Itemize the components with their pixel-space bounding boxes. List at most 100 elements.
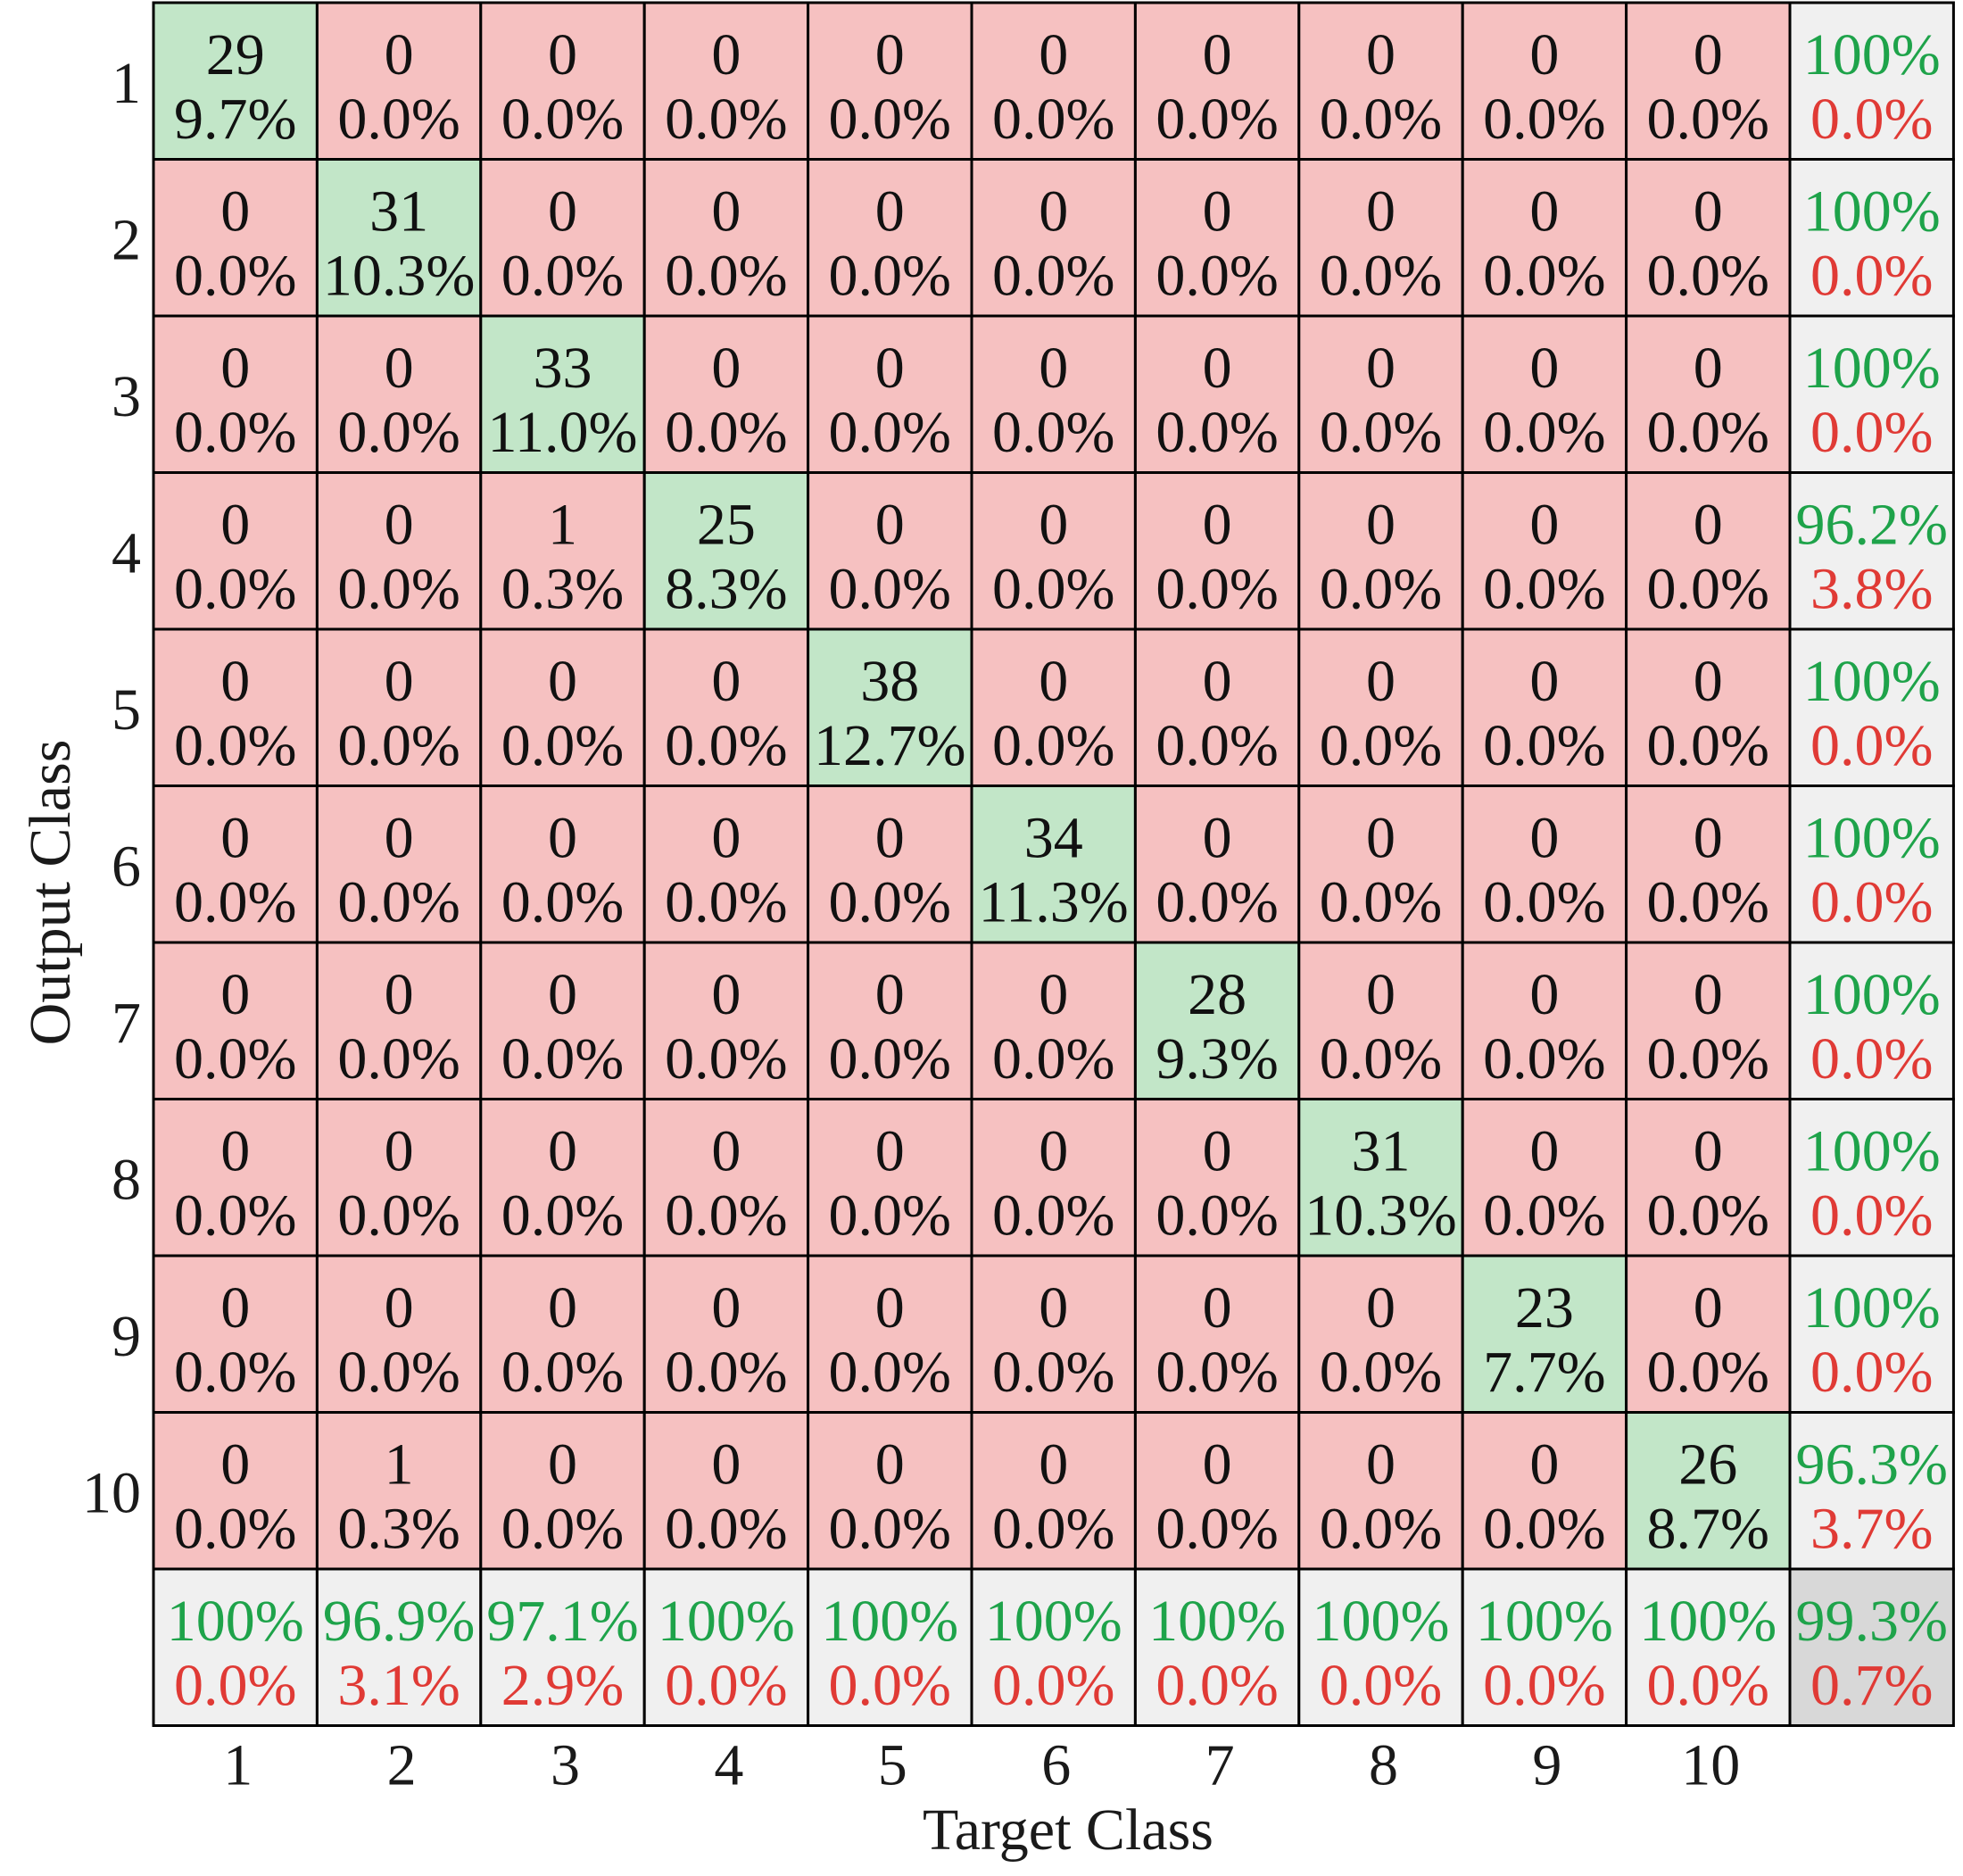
matrix-cell-bottom: 0.0% (992, 1497, 1114, 1562)
matrix-cell (970, 1098, 1137, 1258)
matrix-cell (315, 1254, 483, 1414)
matrix-cell-top: 0 (1039, 1119, 1068, 1184)
matrix-cell (642, 1098, 810, 1258)
matrix-cell-top: 0 (1366, 649, 1396, 714)
matrix-cell-bottom: 0.0% (1483, 713, 1605, 778)
matrix-cell-top: 0 (1039, 22, 1068, 87)
matrix-cell (315, 314, 483, 474)
x-tick-label: 6 (1041, 1733, 1071, 1798)
matrix-cell-bottom: 0.0% (174, 1183, 296, 1249)
row-summary-cell-bottom: 0.0% (1810, 1026, 1933, 1092)
matrix-cell (970, 1, 1137, 161)
matrix-cell-top: 0 (875, 179, 905, 245)
matrix-cell-top: 0 (1529, 179, 1559, 245)
matrix-cell-top: 0 (1203, 649, 1232, 714)
matrix-cell-top: 0 (1203, 179, 1232, 245)
matrix-cell-bottom: 0.0% (1647, 1183, 1769, 1249)
matrix-cell-bottom: 0.0% (665, 870, 787, 935)
matrix-cell-top: 0 (1529, 22, 1559, 87)
col-summary-cell (970, 1567, 1137, 1727)
matrix-cell-top: 0 (1529, 336, 1559, 401)
col-summary-cell (315, 1567, 483, 1727)
matrix-cell-top: 0 (1366, 493, 1396, 558)
matrix-cell-bottom: 8.7% (1647, 1497, 1769, 1562)
matrix-cell-top: 0 (385, 962, 414, 1027)
matrix-cell-bottom: 0.0% (1647, 713, 1769, 778)
matrix-cell (1625, 158, 1792, 318)
matrix-cell (642, 1254, 810, 1414)
x-tick-label: 10 (1681, 1733, 1740, 1798)
matrix-cell (1461, 627, 1628, 787)
y-axis-label: Output Class (18, 740, 83, 1046)
matrix-cell-bottom: 0.0% (1647, 1340, 1769, 1405)
matrix-cell-bottom: 0.0% (992, 557, 1114, 622)
matrix-cell (1297, 1098, 1464, 1258)
matrix-cell-bottom: 0.0% (1483, 1026, 1605, 1092)
matrix-cell-bottom: 0.0% (1483, 1497, 1605, 1562)
row-summary-cell-top: 100% (1803, 1119, 1941, 1184)
x-tick-label: 9 (1532, 1733, 1561, 1798)
matrix-cell-top: 0 (220, 1275, 250, 1341)
matrix-cell-bottom: 0.0% (1647, 87, 1769, 152)
matrix-cell (807, 627, 973, 787)
matrix-cell-top: 0 (1039, 493, 1068, 558)
matrix-cell-bottom: 9.3% (1155, 1026, 1278, 1092)
matrix-cell-top: 31 (369, 179, 428, 245)
matrix-cell-bottom: 7.7% (1483, 1340, 1605, 1405)
matrix-cell-top: 0 (1366, 179, 1396, 245)
row-summary-cell-bottom: 0.0% (1810, 244, 1933, 309)
y-tick-label: 9 (112, 1304, 141, 1369)
matrix-cell-bottom: 0.0% (1155, 1497, 1278, 1562)
matrix-cell (152, 1, 319, 161)
matrix-cell-top: 0 (1203, 1119, 1232, 1184)
matrix-cell-top: 1 (385, 1432, 414, 1498)
x-tick-label: 8 (1369, 1733, 1398, 1798)
matrix-cell (1133, 1254, 1301, 1414)
matrix-cell-top: 0 (220, 336, 250, 401)
matrix-cell-top: 0 (220, 1119, 250, 1184)
matrix-cell-bottom: 0.0% (1320, 1497, 1442, 1562)
matrix-cell-bottom: 0.0% (1155, 1340, 1278, 1405)
matrix-cell-bottom: 0.0% (1483, 87, 1605, 152)
matrix-cell-top: 0 (220, 1432, 250, 1498)
matrix-cell (807, 1254, 973, 1414)
matrix-cell-bottom: 0.0% (174, 870, 296, 935)
matrix-cell (1461, 784, 1628, 944)
matrix-cell (1297, 1, 1464, 161)
matrix-cell (1297, 941, 1464, 1100)
matrix-cell-top: 0 (875, 1432, 905, 1498)
matrix-cell-bottom: 0.0% (992, 244, 1114, 309)
matrix-cell-top: 0 (1039, 1275, 1068, 1341)
matrix-cell-top: 31 (1352, 1119, 1411, 1184)
matrix-cell-top: 0 (385, 1275, 414, 1341)
row-summary-cell-top: 100% (1803, 962, 1941, 1027)
matrix-cell (1297, 1411, 1464, 1571)
matrix-cell-top: 0 (1529, 1119, 1559, 1184)
x-tick-label: 3 (551, 1733, 580, 1798)
matrix-cell-bottom: 0.0% (337, 400, 460, 465)
matrix-cell (642, 158, 810, 318)
col-summary-cell-bottom: 0.0% (1155, 1653, 1278, 1718)
matrix-cell-top: 0 (711, 806, 741, 871)
matrix-cell (1297, 314, 1464, 474)
row-summary-cell (1788, 1, 1955, 161)
matrix-cell-top: 0 (548, 22, 577, 87)
row-summary-cell-bottom: 0.0% (1810, 1340, 1933, 1405)
row-summary-cell-bottom: 3.7% (1810, 1497, 1933, 1562)
matrix-cell-top: 0 (875, 493, 905, 558)
matrix-cell-bottom: 11.3% (979, 870, 1129, 935)
matrix-cell (1461, 1254, 1628, 1414)
row-summary-cell-top: 100% (1803, 336, 1941, 401)
matrix-cell-top: 0 (1039, 649, 1068, 714)
y-tick-label: 5 (112, 677, 141, 743)
matrix-cell-top: 34 (1024, 806, 1083, 871)
matrix-cell-top: 0 (711, 1432, 741, 1498)
matrix-cell-top: 0 (1366, 336, 1396, 401)
matrix-cell-top: 0 (875, 1275, 905, 1341)
col-summary-cell-top: 100% (658, 1589, 795, 1654)
y-tick-label: 10 (82, 1460, 141, 1525)
matrix-cell-top: 0 (1366, 1432, 1396, 1498)
matrix-cell-bottom: 0.3% (501, 557, 624, 622)
col-summary-cell (479, 1567, 646, 1727)
